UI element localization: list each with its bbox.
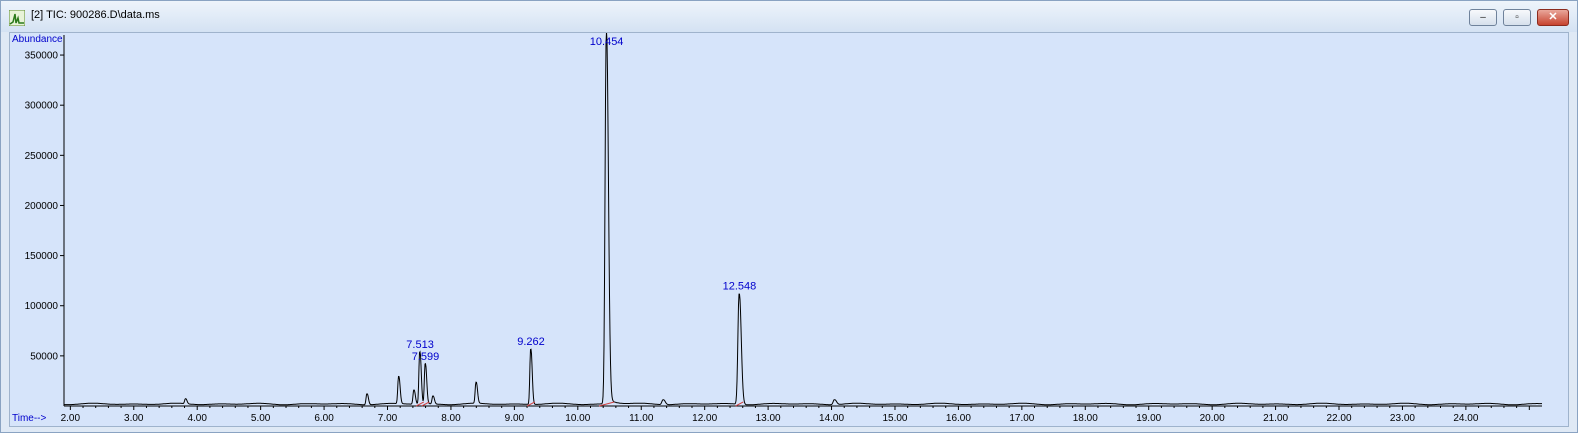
integration-baseline (735, 401, 744, 407)
integration-baseline (598, 401, 615, 407)
title-bar[interactable]: [2] TIC: 900286.D\data.ms – ▫ ✕ (1, 1, 1577, 32)
x-tick-label: 18.00 (1073, 413, 1098, 424)
x-tick-label: 3.00 (124, 413, 144, 424)
signal-trace (64, 33, 1542, 406)
close-icon: ✕ (1548, 11, 1558, 23)
y-tick-label: 50000 (30, 351, 58, 362)
x-tick-label: 4.00 (187, 413, 207, 424)
window-title: [2] TIC: 900286.D\data.ms (31, 9, 160, 21)
chromatogram-chart[interactable]: Abundance Time--> 50000 100000 150000 200000 2… (10, 33, 1568, 426)
y-axis-label: Abundance (12, 34, 63, 45)
x-tick-label: 8.00 (441, 413, 461, 424)
maximize-icon: ▫ (1515, 12, 1519, 23)
chromatogram-icon (9, 10, 25, 26)
minimize-button[interactable]: – (1469, 9, 1497, 26)
x-tick-label: 12.00 (692, 413, 717, 424)
y-tick-label: 150000 (25, 251, 59, 262)
x-tick-label: 14.00 (819, 413, 844, 424)
y-tick-label: 250000 (25, 151, 59, 162)
x-tick-label: 2.00 (61, 413, 81, 424)
peak-label: 7.513 (406, 339, 434, 351)
y-tick-label: 350000 (25, 51, 59, 62)
x-tick-label: 11.00 (629, 413, 654, 424)
x-tick-label: 24.00 (1453, 413, 1478, 424)
peak-label: 12.548 (723, 281, 757, 293)
x-tick-label: 19.00 (1136, 413, 1161, 424)
close-button[interactable]: ✕ (1537, 9, 1569, 26)
x-tick-label: 15.00 (882, 413, 907, 424)
peak-label: 10.454 (590, 36, 624, 48)
x-tick-label: 16.00 (946, 413, 971, 424)
x-tick-label: 7.00 (378, 413, 398, 424)
x-axis-label: Time--> (12, 413, 47, 424)
y-tick-label: 100000 (25, 301, 59, 312)
x-tick-label: 21.00 (1263, 413, 1288, 424)
x-tick-label: 5.00 (251, 413, 271, 424)
integration-baseline (416, 401, 425, 407)
x-tick-label: 22.00 (1326, 413, 1351, 424)
x-tick-label: 20.00 (1200, 413, 1225, 424)
x-tick-label: 23.00 (1390, 413, 1415, 424)
integration-baseline (526, 401, 536, 407)
maximize-button[interactable]: ▫ (1503, 9, 1531, 26)
x-tick-label: 6.00 (314, 413, 334, 424)
x-tick-label: 10.00 (565, 413, 590, 424)
y-tick-label: 200000 (25, 201, 59, 212)
x-tick-label: 9.00 (505, 413, 525, 424)
y-tick-label: 300000 (25, 101, 59, 112)
minimize-icon: – (1480, 12, 1486, 23)
x-tick-label: 17.00 (1009, 413, 1034, 424)
plot-area[interactable]: Abundance Time--> 50000 100000 150000 200000 2… (9, 32, 1569, 427)
peak-label: 9.262 (517, 336, 545, 348)
peak-label: 7.599 (412, 351, 440, 363)
integration-baseline (421, 401, 430, 407)
x-tick-label: 13.00 (756, 413, 781, 424)
